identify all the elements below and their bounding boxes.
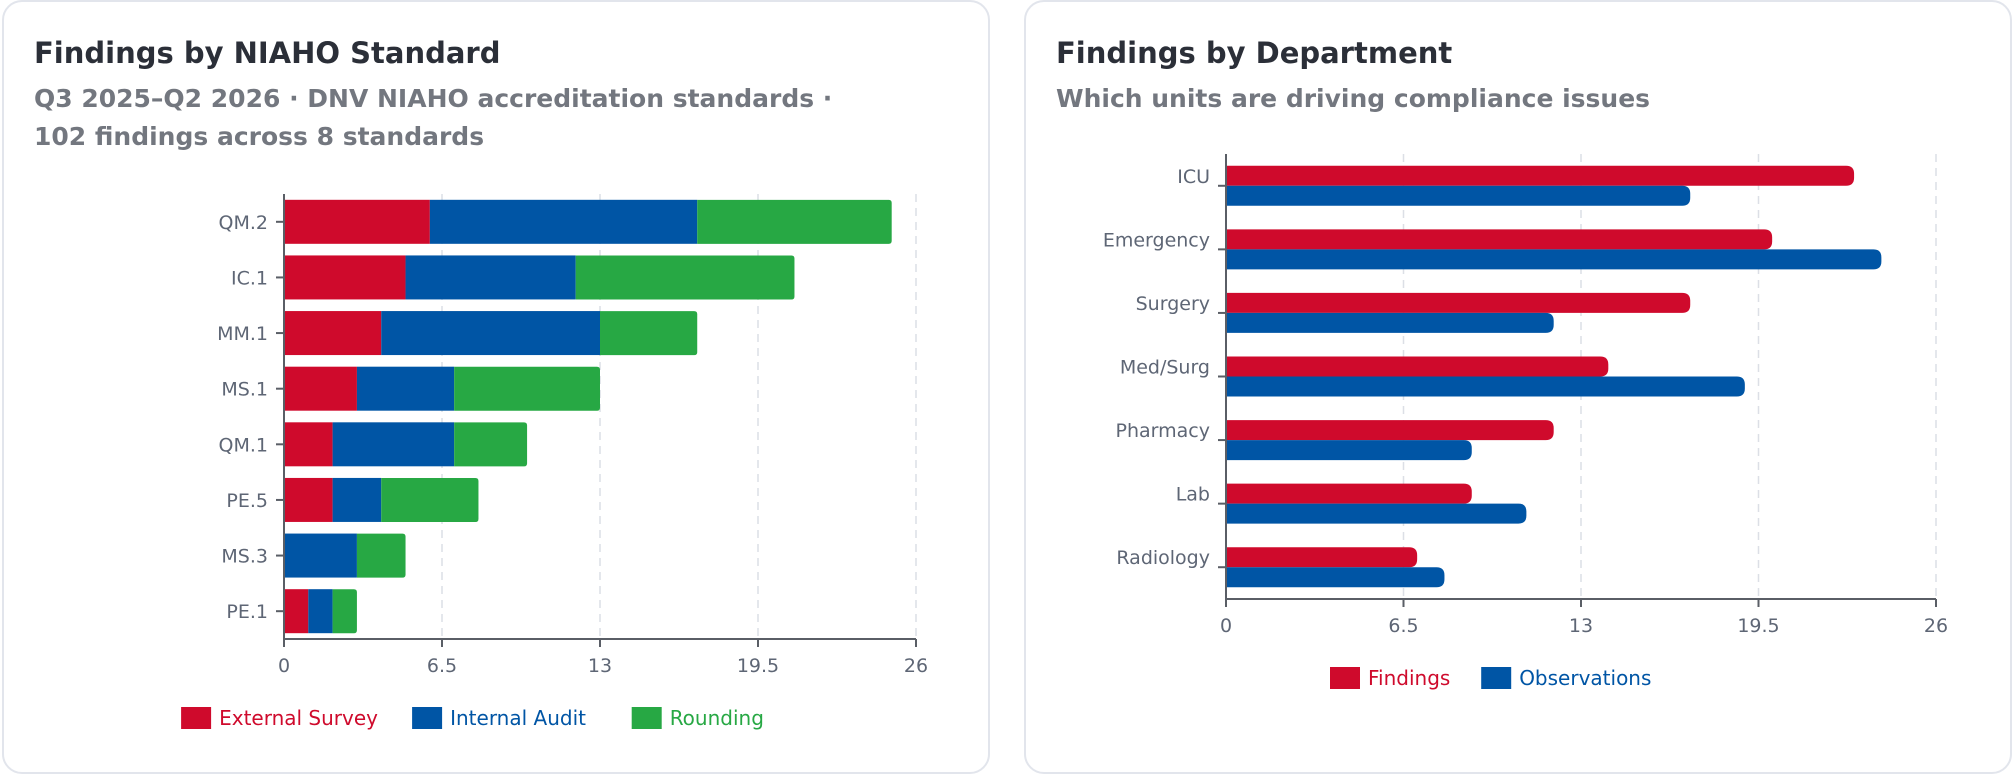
y-tick-label: PE.5 [226, 490, 268, 512]
legend-swatch [412, 707, 443, 729]
y-tick-label: QM.2 [219, 212, 268, 234]
bar-segment [575, 255, 795, 300]
bar-segment [454, 366, 600, 411]
bar-segment [284, 311, 382, 356]
legend-label: Observations [1519, 666, 1651, 690]
bar [1226, 165, 1855, 186]
bar-segment [332, 477, 382, 522]
x-tick-label: 13 [1569, 615, 1593, 637]
y-tick-label: Lab [1176, 484, 1210, 506]
legend-swatch [181, 707, 212, 729]
bar [1226, 376, 1745, 397]
x-tick-label: 0 [278, 655, 290, 677]
department-chart-card: Findings by Department Which units are d… [1024, 0, 2012, 774]
bar [1226, 356, 1609, 377]
bar-segment [284, 199, 430, 244]
bar [1226, 185, 1691, 206]
bar [1226, 547, 1418, 568]
bar-segment [454, 422, 528, 467]
x-tick-label: 19.5 [1737, 615, 1779, 637]
x-tick-label: 13 [588, 655, 612, 677]
x-tick-label: 19.5 [737, 655, 779, 677]
bar-segment [356, 366, 455, 411]
y-tick-label: Radiology [1116, 547, 1210, 569]
bar [1226, 229, 1773, 250]
x-tick-label: 26 [904, 655, 928, 677]
y-tick-label: MS.1 [221, 379, 268, 401]
bar-segment [381, 311, 600, 356]
bar-segment [284, 255, 406, 300]
bar-segment [308, 589, 333, 634]
bar-segment [284, 589, 309, 634]
chart-subtitle: Q3 2025–Q2 2026 · DNV NIAHO accreditatio… [34, 80, 832, 156]
y-tick-label: MS.3 [221, 546, 268, 568]
bar-segment [284, 366, 357, 411]
bar-segment [284, 477, 333, 522]
legend-label: External Survey [219, 706, 378, 730]
bar-segment [356, 533, 406, 578]
x-tick-label: 6.5 [1388, 615, 1418, 637]
standards-chart-card: Findings by NIAHO Standard Q3 2025–Q2 20… [2, 0, 990, 774]
legend-label: Rounding [670, 706, 764, 730]
department-grouped-bar-chart: ICU Emergency Surgery Med/Surg Pharmacy Lab Ra… [1103, 154, 1948, 690]
standards-stacked-bar-chart: QM.2 IC.1 MM.1 MS.1 QM.1 PE.5 MS.3 PE.1 0 6.5 13 19… [181, 194, 928, 730]
bar-segment [429, 199, 698, 244]
legend-label: Findings [1368, 666, 1450, 690]
legend-label: Internal Audit [450, 706, 586, 730]
bar [1226, 440, 1472, 461]
legend-swatch [1330, 667, 1360, 689]
bar-segment [284, 533, 357, 578]
bar [1226, 292, 1691, 313]
x-tick-label: 6.5 [427, 655, 457, 677]
x-tick-label: 26 [1924, 615, 1948, 637]
y-tick-label: Surgery [1136, 293, 1210, 315]
y-tick-label: QM.1 [219, 434, 268, 456]
bar-segment [405, 255, 576, 300]
legend-swatch [1481, 667, 1512, 689]
legend-swatch [631, 707, 662, 729]
y-tick-label: PE.1 [226, 601, 268, 623]
y-tick-label: IC.1 [231, 267, 268, 289]
bar [1226, 567, 1445, 588]
bar [1226, 503, 1527, 524]
y-tick-label: Med/Surg [1120, 357, 1210, 379]
y-tick-label: Emergency [1103, 229, 1210, 251]
bar [1226, 420, 1554, 441]
bar-segment [332, 422, 455, 467]
bar [1226, 249, 1882, 270]
y-tick-label: ICU [1177, 166, 1210, 188]
bar-segment [332, 589, 357, 634]
x-tick-label: 0 [1220, 615, 1232, 637]
bar-segment [284, 422, 333, 467]
y-tick-label: MM.1 [217, 323, 268, 345]
bar-segment [600, 311, 698, 356]
chart-title: Findings by NIAHO Standard [34, 36, 501, 70]
bar [1226, 312, 1554, 333]
chart-subtitle-line-1: Q3 2025–Q2 2026 · DNV NIAHO accreditatio… [34, 84, 833, 113]
bar-segment [697, 199, 892, 244]
chart-subtitle-line-2: 102 findings across 8 standards [34, 122, 485, 151]
bar [1226, 483, 1472, 504]
bar-segment [381, 477, 479, 522]
chart-subtitle: Which units are driving compliance issue… [1056, 84, 1651, 113]
y-tick-label: Pharmacy [1116, 420, 1210, 442]
chart-title: Findings by Department [1056, 36, 1453, 70]
